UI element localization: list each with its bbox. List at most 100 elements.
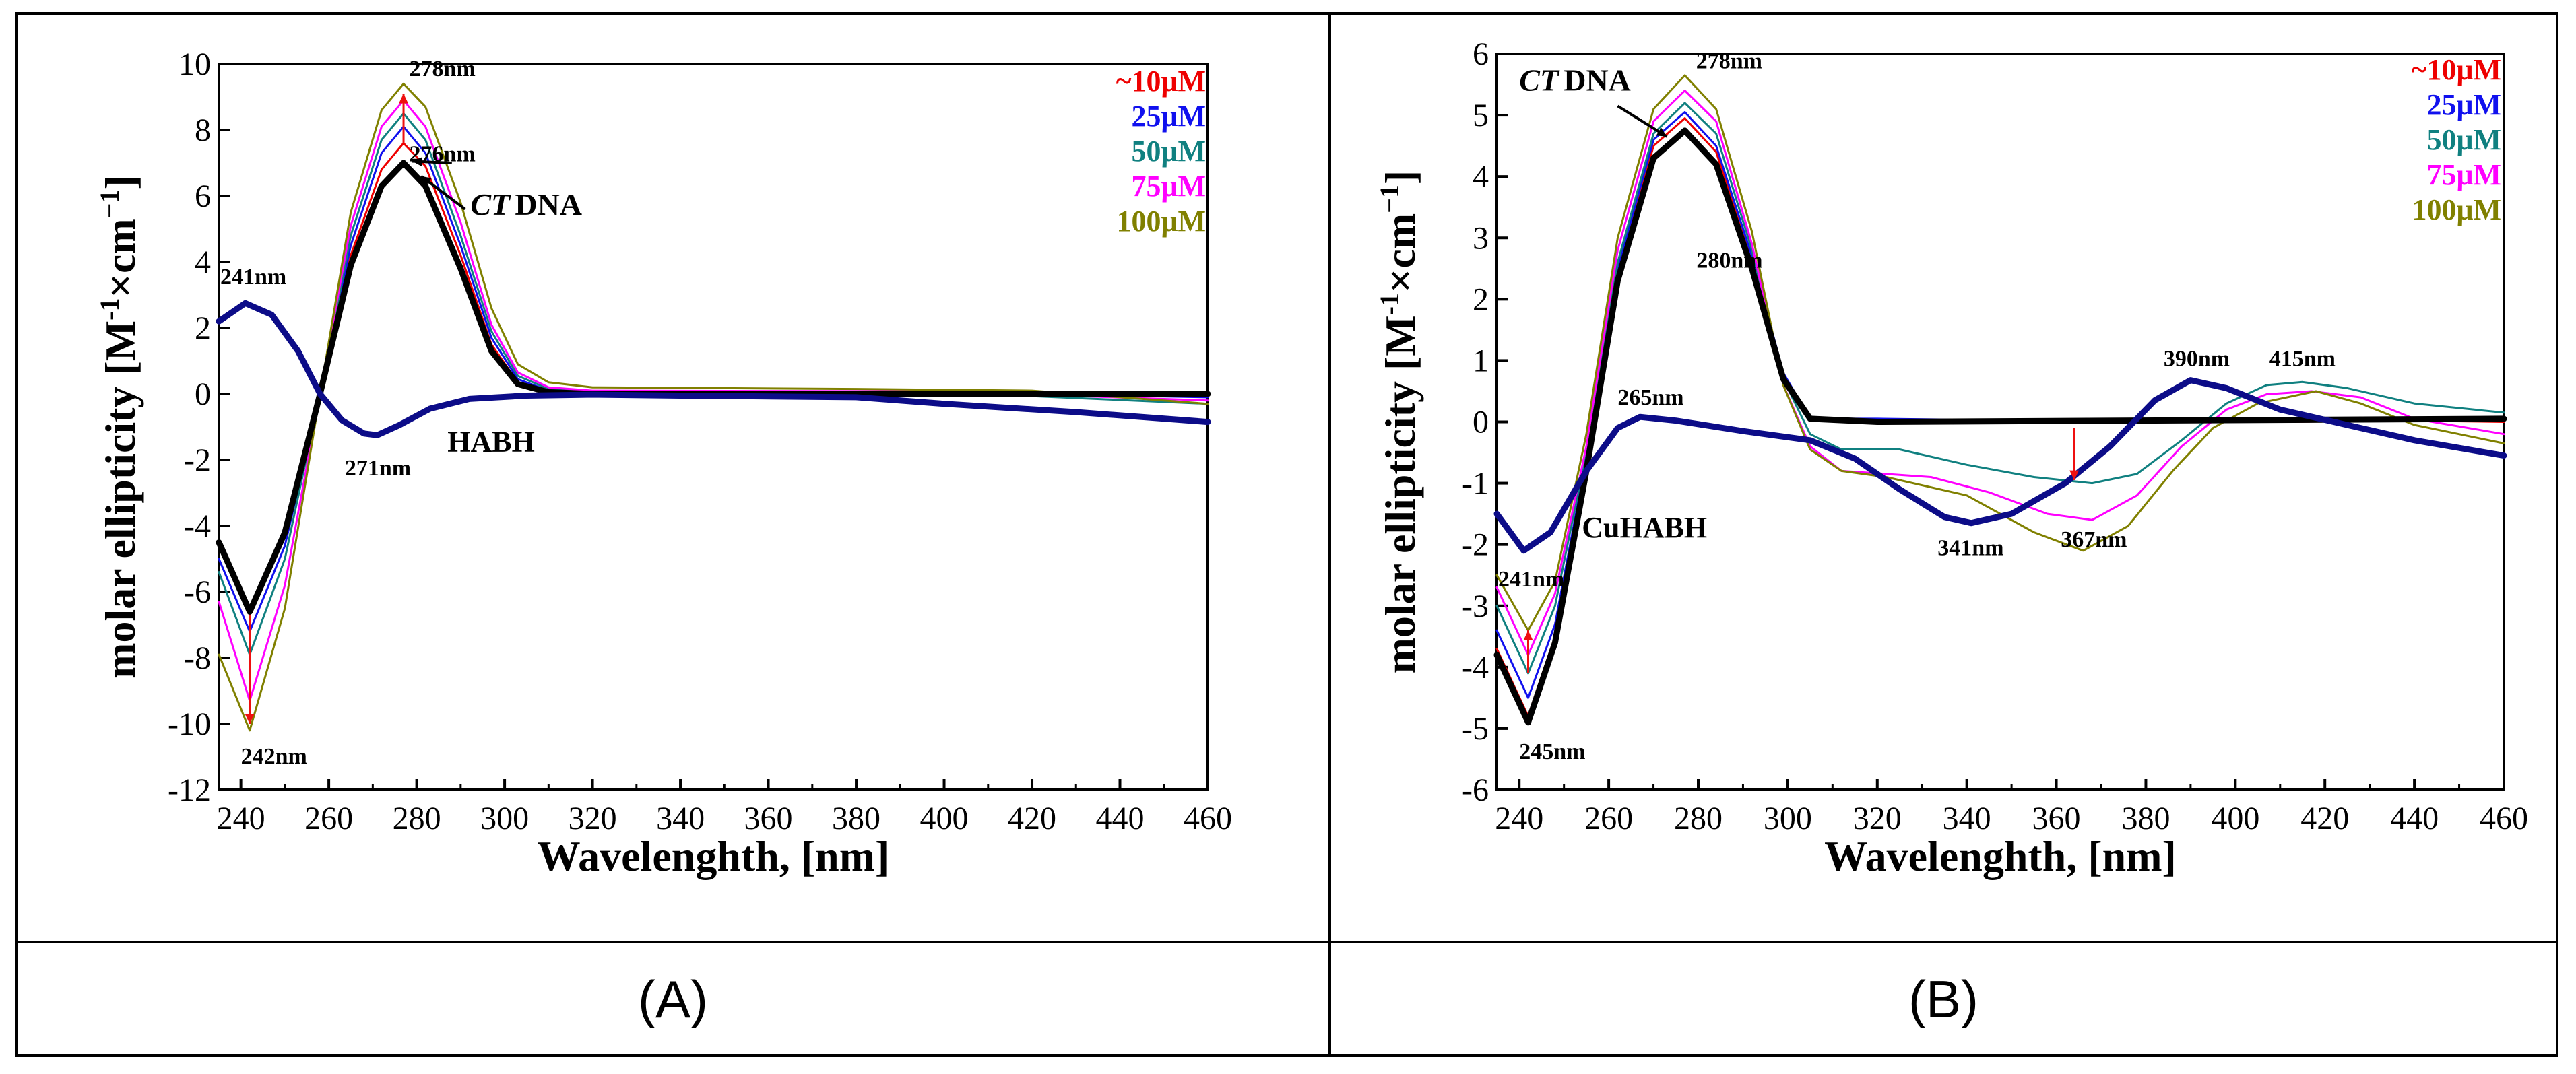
y-tick-label: 6 [195, 178, 211, 214]
y-tick-label: 2 [1473, 281, 1489, 317]
y-tick-label: -2 [184, 442, 211, 478]
x-tick-label: 240 [1495, 801, 1543, 836]
legend-entry: 100μM [1117, 205, 1206, 238]
series-line-75-m [1495, 90, 2505, 657]
y-tick-label: -3 [1462, 589, 1489, 624]
x-tick-label: 320 [569, 801, 617, 836]
x-tick-label: 320 [1853, 801, 1902, 836]
x-tick-label: 400 [920, 801, 969, 836]
series-line-ct-dna [1493, 127, 2507, 726]
series-line-habh [216, 300, 1211, 438]
x-tick-label: 360 [744, 801, 793, 836]
annotation-arrow-head [1523, 630, 1533, 640]
annotation-265nm: 265nm [1617, 385, 1683, 410]
legend-entry: 100μM [2412, 193, 2501, 226]
legend-entry: 25μM [1132, 100, 1206, 133]
series-line--10-m [218, 142, 1209, 616]
y-tick-label: -2 [1462, 527, 1489, 563]
y-tick-label: 0 [1473, 405, 1489, 440]
y-tick-label: -4 [184, 508, 211, 544]
y-tick-label: 4 [1473, 159, 1489, 195]
annotation-ct: CT [1519, 63, 1560, 97]
horizontal-divider [15, 941, 2558, 943]
annotation-arrow-head [245, 714, 255, 724]
annotation-arrow-head [2069, 470, 2080, 481]
annotation-242nm: 242nm [241, 744, 307, 769]
caption-b: (B) [1908, 969, 1978, 1029]
x-tick-label: 460 [2480, 801, 2528, 836]
annotation-cuhabh: CuHABH [1582, 511, 1707, 544]
y-tick-label: 10 [179, 46, 211, 82]
x-tick-label: 340 [656, 801, 705, 836]
y-tick-label: 2 [195, 310, 211, 346]
vertical-divider [1328, 12, 1331, 1057]
x-tick-label: 400 [2211, 801, 2259, 836]
annotation-415nm: 415nm [2269, 346, 2336, 371]
y-tick-label: -6 [184, 574, 211, 610]
annotation-390nm: 390nm [2164, 346, 2230, 371]
x-axis-label: Wavelenghth, [nm] [1824, 832, 2177, 880]
legend-entry: 25μM [2427, 88, 2501, 121]
y-tick-label: 5 [1473, 98, 1489, 133]
series-line-25-m [218, 125, 1209, 633]
y-tick-label: 4 [195, 244, 211, 280]
annotation-arrow-head [421, 176, 432, 186]
x-tick-label: 360 [2032, 801, 2081, 836]
legend-entry: 75μM [2427, 158, 2501, 191]
x-axis-label: Wavelenghth, [nm] [538, 832, 890, 880]
x-tick-label: 300 [480, 801, 529, 836]
x-tick-label: 380 [2121, 801, 2170, 836]
legend-entry: 75μM [1132, 170, 1206, 203]
x-tick-label: 380 [832, 801, 880, 836]
x-tick-label: 340 [1943, 801, 1991, 836]
annotation-dna: DNA [515, 187, 582, 222]
y-tick-label: -6 [1462, 772, 1489, 808]
y-tick-label: -5 [1462, 711, 1489, 747]
x-tick-label: 460 [1184, 801, 1232, 836]
series-line-cuhabh [1493, 377, 2507, 554]
figure-frame [15, 12, 2558, 1057]
y-tick-label: 3 [1473, 220, 1489, 256]
annotation-habh: HABH [447, 426, 535, 459]
plot-area-frame [218, 63, 1209, 791]
y-tick-label: -10 [168, 706, 211, 742]
x-tick-label: 300 [1764, 801, 1812, 836]
x-tick-label: 260 [1584, 801, 1633, 836]
annotation-dna: DNA [1564, 63, 1631, 97]
y-axis-label: molar ellipticity [M-1×cm−1] [94, 175, 144, 679]
x-tick-label: 420 [1008, 801, 1056, 836]
y-tick-label: 6 [1473, 36, 1489, 72]
caption-a: (A) [638, 969, 708, 1029]
legend-entry: 50μM [1132, 135, 1206, 168]
annotation-245nm: 245nm [1519, 739, 1585, 764]
annotation-278nm: 278nm [410, 57, 476, 81]
x-tick-label: 440 [1096, 801, 1145, 836]
annotation-341nm: 341nm [1937, 536, 2003, 561]
annotation-278nm: 278nm [1696, 49, 1762, 74]
x-tick-label: 440 [2390, 801, 2439, 836]
annotation-280nm: 280nm [1696, 248, 1762, 273]
legend-entry: ~10μM [1116, 65, 1206, 98]
annotation-arrow-head [412, 157, 422, 167]
x-tick-label: 260 [304, 801, 353, 836]
y-tick-label: -1 [1462, 466, 1489, 502]
legend-entry: 50μM [2427, 123, 2501, 156]
annotation-arrow-head [1656, 127, 1667, 137]
series-line-100-m [218, 82, 1209, 732]
chart-panel-a: 240 260 280 300 320 340 360 380 400 420 440 4601086… [94, 46, 1232, 880]
x-tick-label: 240 [217, 801, 265, 836]
y-tick-label: -8 [184, 640, 211, 676]
annotation-arrow-head [399, 94, 408, 104]
legend-entry: ~10μM [2412, 53, 2501, 86]
y-tick-label: 8 [195, 112, 211, 148]
y-tick-label: -12 [168, 772, 211, 808]
series-line-ct-dna [216, 160, 1211, 615]
y-tick-label: 0 [195, 376, 211, 412]
y-tick-label: 1 [1473, 343, 1489, 378]
annotation-271nm: 271nm [345, 456, 411, 481]
annotation-241nm: 241nm [220, 265, 286, 290]
annotation-ct: CT [470, 187, 511, 222]
x-tick-label: 420 [2300, 801, 2349, 836]
chart-panel-b: 240 260 280 300 320 340 360 380 400 420 440 4606543… [1374, 36, 2528, 880]
